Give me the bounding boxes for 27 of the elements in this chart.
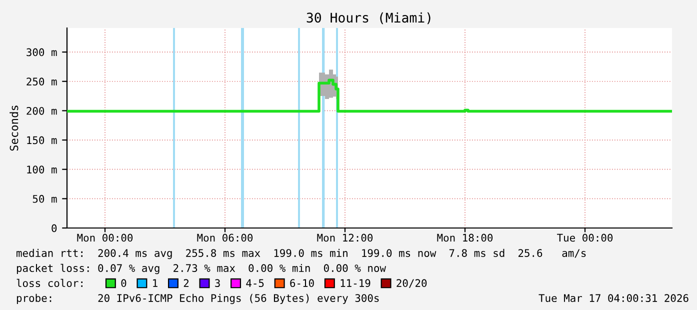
y-tick-label: 150 m xyxy=(27,136,57,144)
text: Tue Mar 17 04:00:31 2026 xyxy=(538,294,688,302)
x-tick-label: Mon 00:00 xyxy=(77,234,133,242)
x-tick-label: Tue 00:00 xyxy=(557,234,613,242)
y-tick-label: 300 m xyxy=(26,48,57,56)
legend-label: 20/20 xyxy=(396,279,427,288)
y-axis-title: Seconds xyxy=(10,106,18,151)
x-tick-label: Mon 18:00 xyxy=(437,234,493,242)
text: packet loss: 0.07 % avg 2.73 % max 0.00 % min 0.00 % now xyxy=(16,264,386,274)
chart-title: 30 Hours (Miami) xyxy=(306,12,430,24)
text: median rtt: 200.4 ms avg 255.8 ms max 199.0 ms min 199.0 ms now 7.8 ms sd 25.6 am/s xyxy=(16,248,586,260)
legend-label: 4-5 xyxy=(246,279,264,288)
legend-label: 3 xyxy=(215,279,220,288)
x-tick-label: Mon 12:00 xyxy=(317,234,373,242)
y-tick-label: 200 m xyxy=(26,106,57,115)
y-tick-label: 50 m xyxy=(32,194,57,203)
legend-label: 11-19 xyxy=(340,279,370,288)
y-tick-label: 250 m xyxy=(26,78,57,86)
legend-label: 2 xyxy=(184,279,189,287)
legend-label: 6-10 xyxy=(290,279,314,288)
legend-label: 0 xyxy=(121,279,126,288)
y-tick-label: 0 xyxy=(52,224,57,232)
text: probe: 20 IPv6-ICMP Echo Pings (56 Bytes) every 300s xyxy=(16,294,379,304)
legend-label: 1 xyxy=(153,279,158,287)
x-tick-label: Mon 06:00 xyxy=(197,234,253,242)
y-tick-label: 100 m xyxy=(27,166,57,174)
legend-title: loss color: xyxy=(16,278,82,288)
